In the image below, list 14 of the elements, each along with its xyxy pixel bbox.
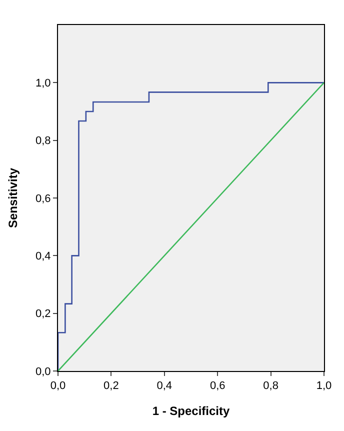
y-tick-label: 0,0 xyxy=(36,366,51,378)
y-tick-label: 0,2 xyxy=(36,308,51,320)
x-tick-label: 0,0 xyxy=(50,380,66,392)
x-tick-label: 1,0 xyxy=(316,380,332,392)
y-tick-label: 0,8 xyxy=(36,135,51,148)
x-tick-label: 0,8 xyxy=(263,380,278,392)
y-tick-label: 0,6 xyxy=(36,192,51,205)
y-tick-label: 1,0 xyxy=(36,78,51,90)
y-axis-title: Sensitivity xyxy=(6,168,20,228)
x-tick-label: 0,4 xyxy=(156,380,172,392)
x-tick-label: 0,2 xyxy=(104,380,119,392)
x-tick-label: 0,6 xyxy=(210,380,226,392)
x-axis-title: 1 - Specificity xyxy=(152,404,230,418)
y-tick-label: 0,4 xyxy=(36,250,51,263)
